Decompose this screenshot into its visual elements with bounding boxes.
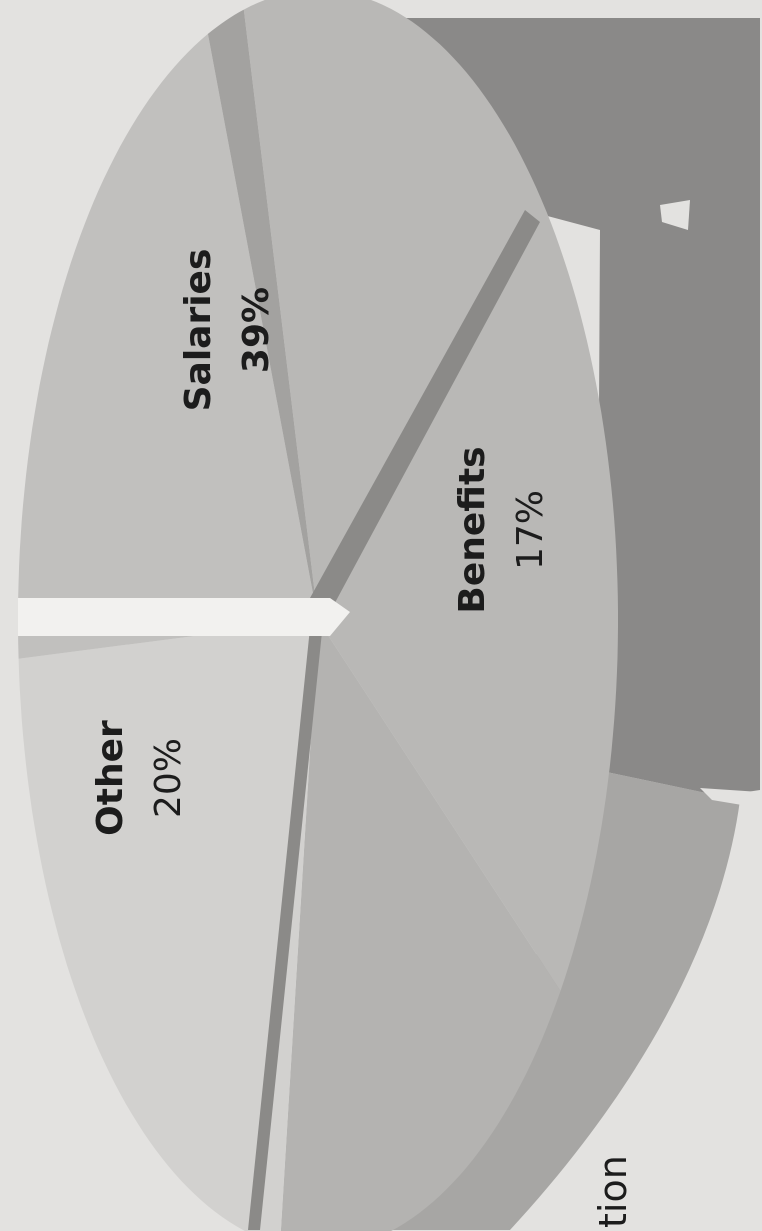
benefits-percent: 17% — [510, 490, 551, 570]
benefits-name: Benefits — [452, 446, 493, 613]
other-percent: 20% — [148, 738, 189, 818]
slice-label-benefits: Benefits 17% — [452, 446, 551, 613]
slice-benefits — [280, 620, 561, 1231]
pie-wall-notch-bottom — [700, 788, 760, 808]
pie-divider-other-small — [248, 628, 322, 1230]
partial-label: tion — [591, 1155, 635, 1228]
partial-label-text: tion — [591, 1155, 635, 1228]
pie-divider-salaries-benefits — [310, 210, 540, 612]
slice-unlabeled-large — [18, 620, 318, 1231]
pie-wall-notch-top — [660, 200, 690, 230]
slice-other — [18, 33, 318, 659]
other-name: Other — [90, 720, 131, 836]
slice-label-other: Other 20% — [90, 720, 189, 836]
salaries-percent: 39% — [236, 287, 277, 373]
slice-label-salaries: Salaries 39% — [178, 249, 277, 412]
pie-side-wall-dark — [350, 18, 760, 796]
slice-unlabeled-small — [207, 9, 318, 621]
pie-explode-gap — [18, 598, 350, 636]
salaries-name: Salaries — [178, 249, 219, 412]
